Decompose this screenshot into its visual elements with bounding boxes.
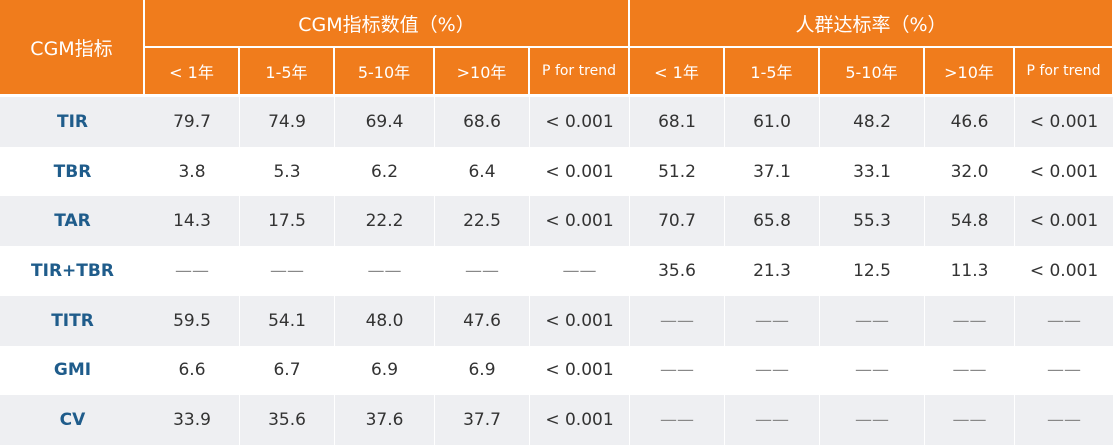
cell-value: 48.2 <box>820 97 925 147</box>
cell-value: 3.8 <box>145 146 240 197</box>
cell-value: 59.5 <box>145 295 240 346</box>
cell-value: —— <box>820 395 925 445</box>
cell-value: —— <box>725 345 820 396</box>
cell-value: —— <box>630 345 725 396</box>
row-label: TBR <box>0 146 145 197</box>
cell-value: —— <box>240 246 335 296</box>
cell-value: < 0.001 <box>530 345 630 396</box>
cell-value: < 0.001 <box>1015 196 1114 247</box>
cell-value: 37.7 <box>435 395 530 445</box>
cell-value: < 0.001 <box>530 146 630 197</box>
cell-value: —— <box>1015 395 1114 445</box>
cell-value: 54.1 <box>240 295 335 346</box>
column-header: 5-10年 <box>820 48 925 96</box>
cell-value: 6.4 <box>435 146 530 197</box>
cell-value: 37.1 <box>725 146 820 197</box>
row-label: TAR <box>0 196 145 247</box>
column-header: P for trend <box>530 48 630 96</box>
cell-value: 46.6 <box>925 97 1015 147</box>
cell-value: 69.4 <box>335 97 435 147</box>
column-header: 1-5年 <box>725 48 820 96</box>
cell-value: —— <box>725 395 820 445</box>
cell-value: 54.8 <box>925 196 1015 247</box>
cell-value: 33.1 <box>820 146 925 197</box>
column-header: 5-10年 <box>335 48 435 96</box>
column-header: >10年 <box>925 48 1015 96</box>
cell-value: —— <box>925 345 1015 396</box>
row-label: GMI <box>0 345 145 396</box>
cell-value: < 0.001 <box>530 196 630 247</box>
cell-value: 61.0 <box>725 97 820 147</box>
cell-value: 55.3 <box>820 196 925 247</box>
cell-value: < 0.001 <box>1015 97 1114 147</box>
cell-value: —— <box>725 295 820 346</box>
cell-value: < 0.001 <box>530 295 630 346</box>
group-header: 人群达标率（%） <box>630 0 1114 48</box>
column-header: >10年 <box>435 48 530 96</box>
cell-value: —— <box>435 246 530 296</box>
cell-value: 48.0 <box>335 295 435 346</box>
cell-value: < 0.001 <box>1015 146 1114 197</box>
cell-value: < 0.001 <box>1015 246 1114 296</box>
cell-value: —— <box>820 295 925 346</box>
cell-value: 6.2 <box>335 146 435 197</box>
column-header: < 1年 <box>145 48 240 96</box>
cell-value: 11.3 <box>925 246 1015 296</box>
cell-value: 51.2 <box>630 146 725 197</box>
cell-value: 22.5 <box>435 196 530 247</box>
column-header: 1-5年 <box>240 48 335 96</box>
cell-value: 12.5 <box>820 246 925 296</box>
row-label: TIR+TBR <box>0 246 145 296</box>
cell-value: —— <box>530 246 630 296</box>
row-label: CV <box>0 395 145 445</box>
cell-value: —— <box>630 395 725 445</box>
cell-value: 32.0 <box>925 146 1015 197</box>
cell-value: 6.9 <box>335 345 435 396</box>
cell-value: 17.5 <box>240 196 335 247</box>
cell-value: 21.3 <box>725 246 820 296</box>
cell-value: 70.7 <box>630 196 725 247</box>
cell-value: 14.3 <box>145 196 240 247</box>
cell-value: < 0.001 <box>530 395 630 445</box>
cell-value: —— <box>630 295 725 346</box>
column-header: < 1年 <box>630 48 725 96</box>
cell-value: 6.7 <box>240 345 335 396</box>
cell-value: 6.6 <box>145 345 240 396</box>
cell-value: 37.6 <box>335 395 435 445</box>
cell-value: 5.3 <box>240 146 335 197</box>
group-header: CGM指标数值（%） <box>145 0 630 48</box>
cell-value: —— <box>925 395 1015 445</box>
cell-value: 68.1 <box>630 97 725 147</box>
cell-value: —— <box>335 246 435 296</box>
cell-value: —— <box>925 295 1015 346</box>
row-label: TIR <box>0 97 145 147</box>
cell-value: < 0.001 <box>530 97 630 147</box>
cell-value: —— <box>1015 345 1114 396</box>
corner-header: CGM指标 <box>0 0 145 96</box>
cell-value: 33.9 <box>145 395 240 445</box>
row-label: TITR <box>0 295 145 346</box>
cell-value: —— <box>145 246 240 296</box>
cell-value: 35.6 <box>630 246 725 296</box>
cell-value: 22.2 <box>335 196 435 247</box>
cell-value: 6.9 <box>435 345 530 396</box>
cell-value: —— <box>820 345 925 396</box>
cell-value: —— <box>1015 295 1114 346</box>
cell-value: 47.6 <box>435 295 530 346</box>
cell-value: 74.9 <box>240 97 335 147</box>
cell-value: 79.7 <box>145 97 240 147</box>
cell-value: 65.8 <box>725 196 820 247</box>
cell-value: 68.6 <box>435 97 530 147</box>
column-header: P for trend <box>1015 48 1114 96</box>
cell-value: 35.6 <box>240 395 335 445</box>
